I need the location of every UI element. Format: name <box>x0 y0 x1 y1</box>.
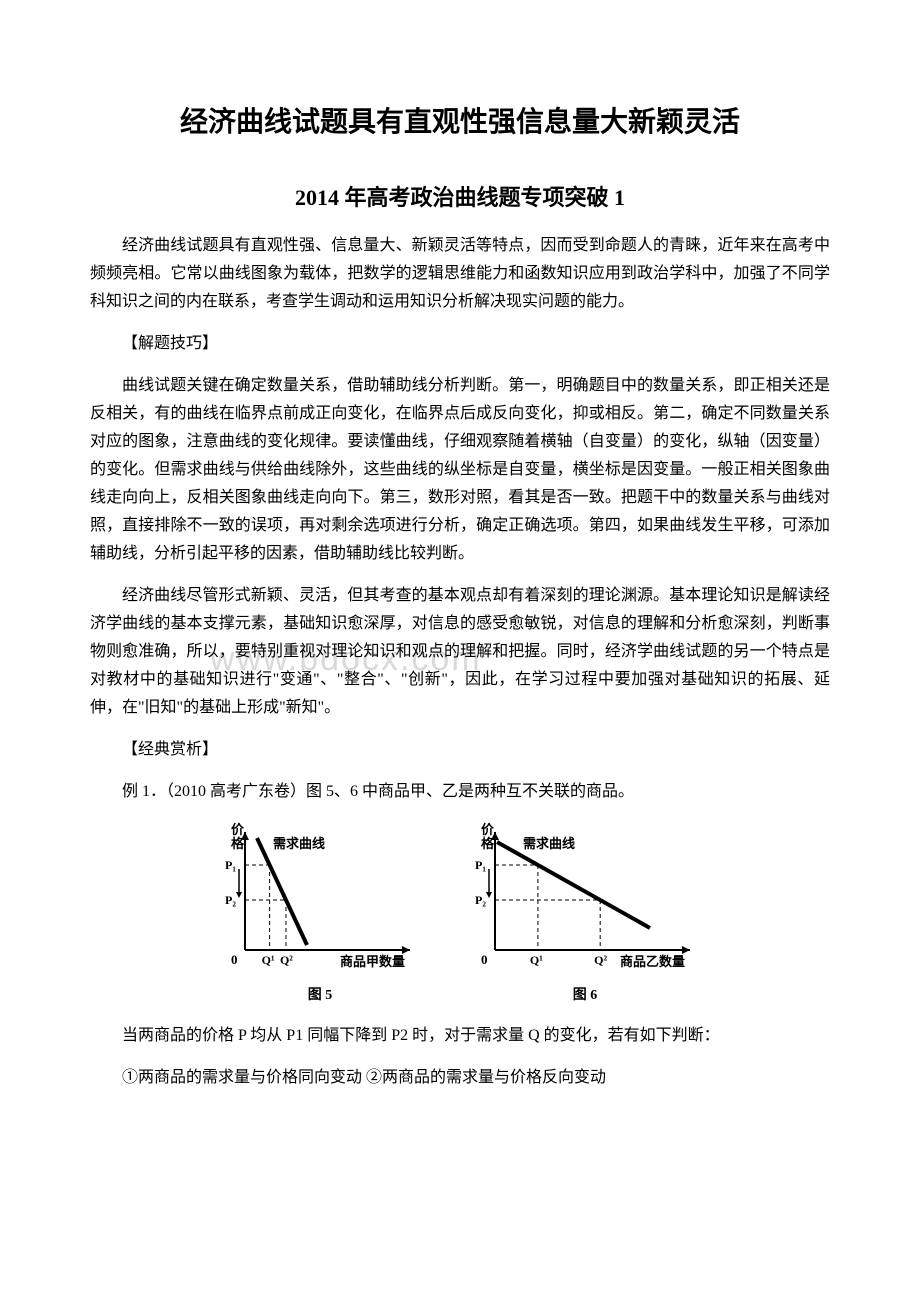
figure-5: 价格商品甲数量 0 需求曲线 P₁ P₂ Q¹ Q² 图 5 <box>215 820 425 1004</box>
svg-text:格: 格 <box>231 836 245 851</box>
technique-paragraph-2: 经济曲线尽管形式新颖、灵活，但其考查的基本观点却有着深刻的理论渊源。基本理论知识… <box>90 582 830 722</box>
page-subtitle: 2014 年高考政治曲线题专项突破 1 <box>90 180 830 212</box>
question-text: 当两商品的价格 P 均从 P1 同幅下降到 P2 时，对于需求量 Q 的变化，若… <box>90 1022 830 1050</box>
svg-text:Q¹: Q¹ <box>262 953 275 967</box>
svg-text:Q¹: Q¹ <box>530 953 543 967</box>
demand-curve-chart-6: 价格商品乙数量 0 需求曲线 P₁ P₂ Q¹ Q² <box>465 820 705 980</box>
page-title: 经济曲线试题具有直观性强信息量大新颖灵活 <box>90 100 830 140</box>
svg-text:P₂: P₂ <box>225 893 236 907</box>
section-label-techniques: 【解题技巧】 <box>90 330 830 358</box>
demand-curve-chart-5: 价格商品甲数量 0 需求曲线 P₁ P₂ Q¹ Q² <box>215 820 425 980</box>
svg-text:商品乙数量: 商品乙数量 <box>620 954 685 969</box>
svg-text:需求曲线: 需求曲线 <box>273 836 325 851</box>
figure-6: 价格商品乙数量 0 需求曲线 P₁ P₂ Q¹ Q² 图 6 <box>465 820 705 1004</box>
figure-row: 价格商品甲数量0需求曲线P₁P₂Q¹Q² 图 5 价格商品乙数量0需求曲线P₁P… <box>90 820 830 1004</box>
technique-paragraph-1: 曲线试题关键在确定数量关系，借助辅助线分析判断。第一，明确题目中的数量关系，即正… <box>90 372 830 568</box>
svg-text:价: 价 <box>481 822 495 837</box>
svg-text:P₂: P₂ <box>475 893 486 907</box>
intro-paragraph: 经济曲线试题具有直观性强、信息量大、新颖灵活等特点，因而受到命题人的青睐，近年来… <box>90 232 830 316</box>
figure-5-caption: 图 5 <box>308 984 333 1004</box>
section-label-examples: 【经典赏析】 <box>90 736 830 764</box>
svg-text:0: 0 <box>231 952 238 967</box>
example-1-label: 例 1．（2010 高考广东卷）图 5、6 中商品甲、乙是两种互不关联的商品。 <box>90 778 830 806</box>
svg-text:Q²: Q² <box>280 953 293 967</box>
svg-text:P₁: P₁ <box>225 858 236 872</box>
svg-text:格: 格 <box>481 836 495 851</box>
svg-text:价: 价 <box>231 822 245 837</box>
figure-6-caption: 图 6 <box>573 984 598 1004</box>
options-line-1: ①两商品的需求量与价格同向变动 ②两商品的需求量与价格反向变动 <box>90 1064 830 1092</box>
svg-text:0: 0 <box>481 952 488 967</box>
svg-text:Q²: Q² <box>594 953 607 967</box>
svg-text:商品甲数量: 商品甲数量 <box>340 954 405 969</box>
svg-text:P₁: P₁ <box>475 858 486 872</box>
svg-text:需求曲线: 需求曲线 <box>523 836 575 851</box>
